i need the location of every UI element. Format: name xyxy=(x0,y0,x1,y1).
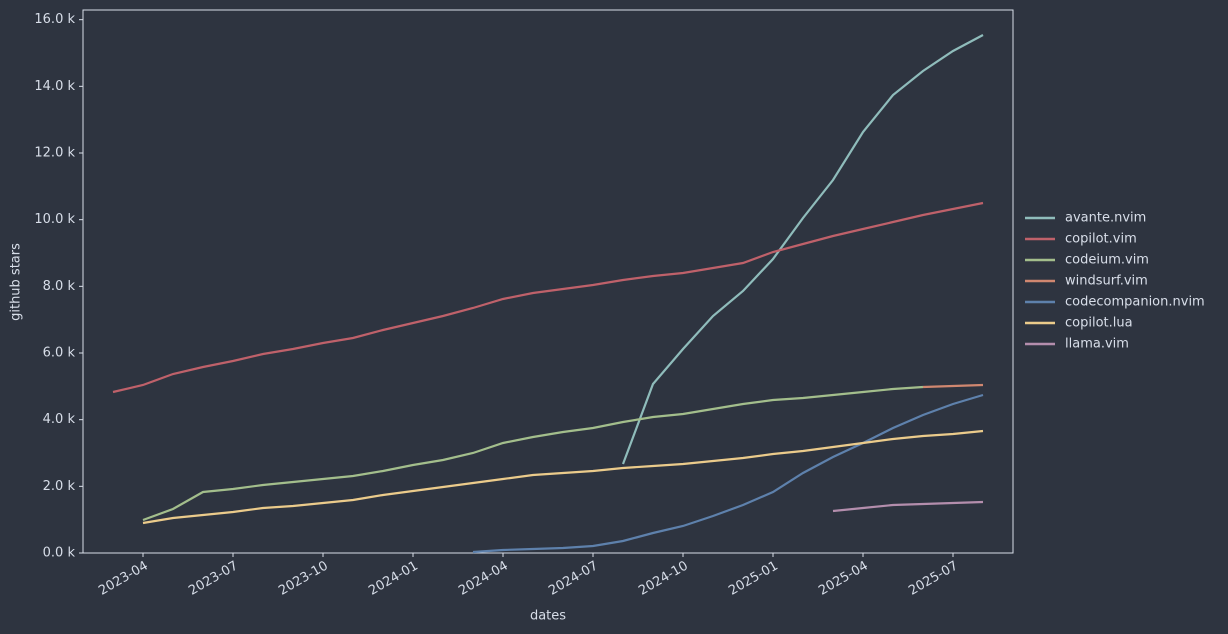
y-tick-label: 8.0 k xyxy=(43,279,76,294)
y-tick-label: 2.0 k xyxy=(43,479,76,494)
y-tick-label: 12.0 k xyxy=(34,146,75,161)
series-line xyxy=(832,500,984,513)
plot-frame xyxy=(82,9,1014,554)
legend-label: codecompanion.nvim xyxy=(1065,295,1205,310)
y-tick-label: 0.0 k xyxy=(43,546,76,561)
x-axis-label: dates xyxy=(530,609,566,624)
series-line xyxy=(472,393,984,554)
legend-label: copilot.vim xyxy=(1065,232,1137,247)
legend-label: avante.nvim xyxy=(1065,211,1146,226)
legend-label: llama.vim xyxy=(1065,337,1129,352)
legend-label: windsurf.vim xyxy=(1065,274,1148,289)
y-tick-label: 10.0 k xyxy=(34,212,75,227)
series-line xyxy=(922,383,984,389)
legend-label: copilot.lua xyxy=(1065,316,1133,331)
series-line xyxy=(142,385,924,522)
y-tick-label: 6.0 k xyxy=(43,346,76,361)
series-line xyxy=(142,429,984,525)
y-tick-label: 4.0 k xyxy=(43,412,76,427)
y-tick-label: 14.0 k xyxy=(34,79,75,94)
legend-label: codeium.vim xyxy=(1065,253,1149,268)
y-tick-label: 16.0 k xyxy=(34,12,75,27)
series-line xyxy=(621,34,984,465)
y-axis-label: github stars xyxy=(9,243,24,321)
series-line xyxy=(112,201,984,394)
